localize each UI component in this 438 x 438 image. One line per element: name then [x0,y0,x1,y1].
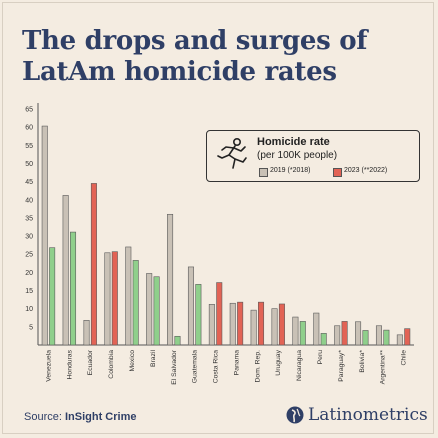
bar-2019 [125,246,132,346]
x-tick-label: Paraguay* [338,350,345,382]
x-tick-label: Chile [401,350,408,366]
x-tick-label: Venezuela [45,350,52,382]
x-tick-label: Peru [317,350,324,365]
bar-2023 [111,251,118,346]
bar-2019 [41,125,48,346]
legend-swatch-2019 [259,168,268,177]
source-name: InSight Crime [64,411,137,423]
bar-2023 [132,260,139,346]
legend-label-2023: 2023 (**2022) [344,167,388,174]
bar-2023 [49,247,56,346]
bar-2019 [250,309,257,346]
x-tick-label: Brazil [150,350,157,367]
bar-2023 [70,231,77,346]
x-tick-label: Uruguay [275,349,282,375]
bar-2019 [271,308,278,346]
source-prefix: Source: [24,411,65,423]
bar-2019 [104,252,111,346]
bar-2019 [167,213,174,346]
bar-2023 [195,284,202,346]
y-tick-label: 15 [25,288,33,295]
y-tick-label: 20 [25,270,33,277]
bar-2019 [375,325,382,346]
bar-2019 [62,195,69,346]
legend: Homicide rate (per 100K people) 2019 (*2… [206,130,420,182]
y-tick-label: 50 [25,161,33,168]
bar-2019 [208,304,215,346]
y-tick-label: 45 [25,179,33,186]
bar-2019 [146,273,153,346]
bar-2023 [383,329,390,346]
bar-2023 [90,183,97,346]
globe-logo-icon [286,406,304,424]
bar-2019 [83,320,90,346]
source-note: Source: InSight Crime [24,411,136,423]
bar-2023 [278,303,285,346]
y-tick-label: 5 [29,324,33,331]
x-tick-label: Bolivia* [359,350,366,373]
legend-title: Homicide rate [257,136,330,148]
legend-subtitle: (per 100K people) [257,150,338,161]
bar-2023 [299,321,306,346]
y-tick-label: 60 [25,125,33,132]
y-tick-label: 25 [25,252,33,259]
bar-2019 [313,312,320,346]
legend-swatch-2023 [333,168,342,177]
bar-2019 [355,321,362,346]
bar-2023 [404,328,411,346]
y-tick-label: 65 [25,107,33,114]
x-tick-label: El Salvador [171,349,178,384]
bar-2019 [187,266,194,346]
x-tick-label: Argentina** [380,350,387,385]
y-tick-label: 35 [25,215,33,222]
bar-2019 [229,302,236,346]
x-tick-label: Nicaragua [296,350,303,381]
x-tick-label: Panama [233,350,240,376]
brand: Latinometrics [286,404,428,426]
bar-2019 [396,334,403,346]
bar-2023 [237,301,244,346]
y-tick-label: 40 [25,197,33,204]
bar-2023 [174,335,181,346]
running-figure-icon [217,137,247,169]
y-tick-label: 55 [25,143,33,150]
x-tick-label: Honduras [66,349,73,379]
title-line-1: The drops and surges of [22,26,368,56]
y-tick-label: 10 [25,306,33,313]
y-tick-label: 30 [25,234,33,241]
brand-name: Latinometrics [308,405,428,425]
bar-2023 [320,333,327,346]
bar-2023 [341,321,348,346]
bar-2023 [153,276,160,346]
bar-2023 [258,301,265,346]
x-tick-label: Colombia [108,350,115,379]
x-tick-label: Guatemala [192,350,199,383]
bar-2019 [292,316,299,346]
x-tick-label: Mexico [129,350,136,372]
title-line-2: LatAm homicide rates [22,57,337,87]
x-tick-label: Ecuador [87,349,94,375]
x-tick-label: Dom. Rep. [254,350,261,383]
legend-label-2019: 2019 (*2018) [270,167,311,174]
bar-2023 [216,282,223,346]
chart-title: The drops and surges of LatAm homicide r… [22,26,422,88]
bar-2023 [362,330,369,346]
bar-2019 [334,325,341,346]
chart-frame [2,2,434,434]
x-tick-label: Costa Rica [213,350,220,383]
